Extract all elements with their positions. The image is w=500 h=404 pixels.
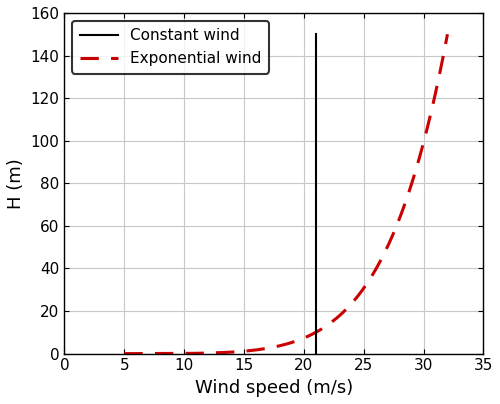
Legend: Constant wind, Exponential wind: Constant wind, Exponential wind (72, 21, 269, 74)
Y-axis label: H (m): H (m) (7, 158, 25, 209)
Exponential wind (422, 132, 428, 137)
Exponential wind (444, 32, 450, 37)
Line: Exponential wind: Exponential wind (124, 34, 448, 354)
Exponential wind (398, 210, 404, 215)
Exponential wind (431, 97, 437, 101)
Exponential wind (122, 351, 128, 356)
Exponential wind (330, 319, 336, 324)
Exponential wind (430, 102, 436, 107)
X-axis label: Wind speed (m/s): Wind speed (m/s) (194, 379, 353, 397)
Exponential wind (394, 222, 400, 227)
